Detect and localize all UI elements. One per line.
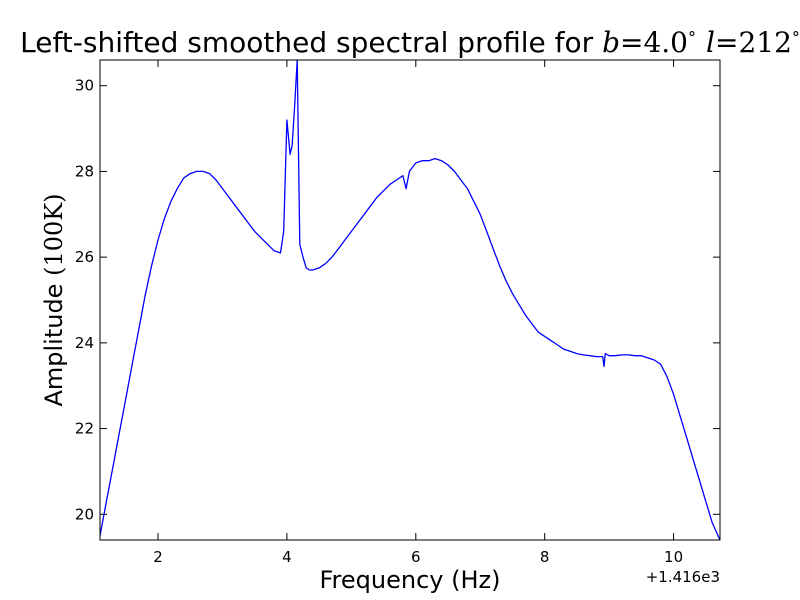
chart-title: Left-shifted smoothed spectral profile f… bbox=[20, 26, 800, 59]
y-axis-label: Amplitude (100K) bbox=[40, 193, 68, 406]
y-tick-label: 22 bbox=[75, 420, 94, 438]
y-tick-label: 24 bbox=[75, 334, 94, 352]
plot-border bbox=[99, 59, 721, 541]
x-tick-label: 6 bbox=[411, 548, 421, 566]
x-offset-label: +1.416e3 bbox=[646, 568, 720, 586]
plot-area bbox=[99, 59, 721, 541]
x-tick-label: 10 bbox=[664, 548, 683, 566]
y-tick-label: 28 bbox=[75, 162, 94, 180]
x-tick-label: 4 bbox=[282, 548, 292, 566]
x-axis-ticks: 2 4 6 8 10 bbox=[153, 60, 683, 566]
plot-frame bbox=[100, 60, 720, 540]
x-tick-label: 8 bbox=[540, 548, 550, 566]
x-axis-label: Frequency (Hz) bbox=[320, 566, 501, 594]
series-line bbox=[99, 59, 721, 541]
x-tick-label: 2 bbox=[153, 548, 163, 566]
y-tick-label: 20 bbox=[75, 505, 94, 523]
y-tick-label: 26 bbox=[75, 248, 94, 266]
y-tick-label: 30 bbox=[75, 77, 94, 95]
y-axis-ticks: 20 22 24 26 28 30 bbox=[75, 77, 720, 523]
